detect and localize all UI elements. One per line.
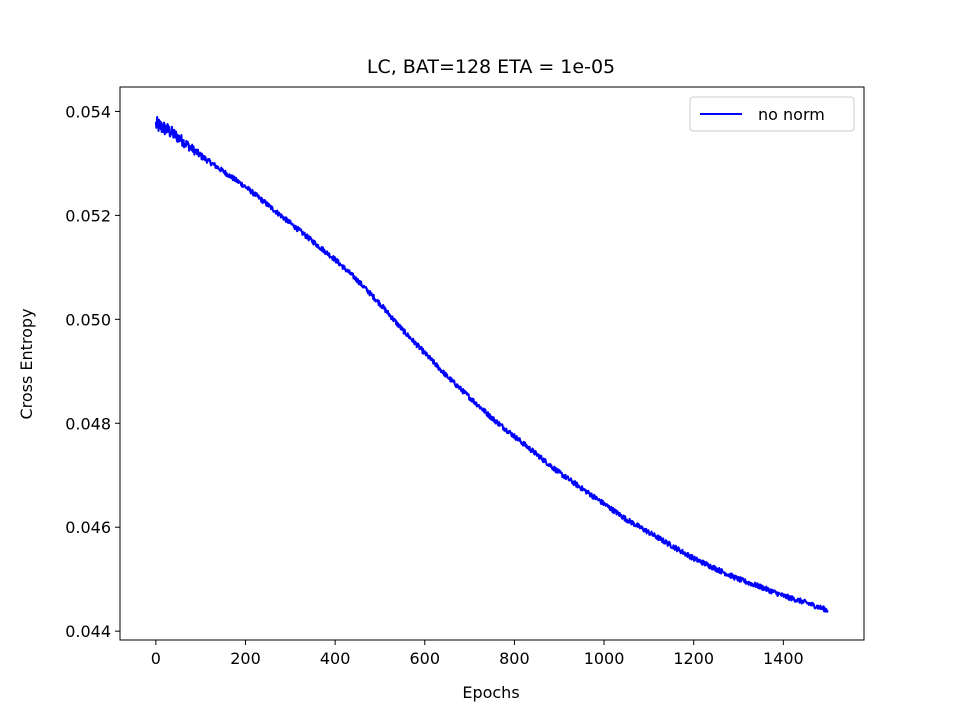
chart-title: LC, BAT=128 ETA = 1e-05 [367, 56, 615, 78]
plot-area [154, 115, 829, 613]
legend-box [689, 96, 855, 132]
y-tick-label: 0.048 [65, 414, 111, 433]
x-tick-label: 800 [499, 649, 530, 668]
x-tick-label: 400 [320, 649, 351, 668]
y-tick-label: 0.054 [65, 102, 111, 121]
series-line-no-norm [154, 115, 829, 613]
x-tick-label: 1200 [673, 649, 714, 668]
y-axis-label: Cross Entropy [17, 308, 36, 419]
x-tick-label: 0 [151, 649, 161, 668]
x-tick-label: 1400 [763, 649, 804, 668]
x-axis: 0 200 400 600 800 1000 1200 1400 [151, 640, 804, 668]
y-tick-label: 0.044 [65, 622, 111, 641]
y-tick-label: 0.052 [65, 206, 111, 225]
plot-frame [119, 86, 865, 641]
y-tick-label: 0.050 [65, 310, 111, 329]
x-axis-label: Epochs [462, 683, 519, 702]
legend: no norm [689, 96, 855, 132]
y-axis: 0.044 0.046 0.048 0.050 0.052 0.054 [65, 102, 120, 641]
x-tick-label: 200 [230, 649, 261, 668]
y-tick-label: 0.046 [65, 518, 111, 537]
x-tick-label: 1000 [584, 649, 625, 668]
legend-label-no-norm: no norm [758, 105, 825, 124]
x-tick-label: 600 [409, 649, 440, 668]
